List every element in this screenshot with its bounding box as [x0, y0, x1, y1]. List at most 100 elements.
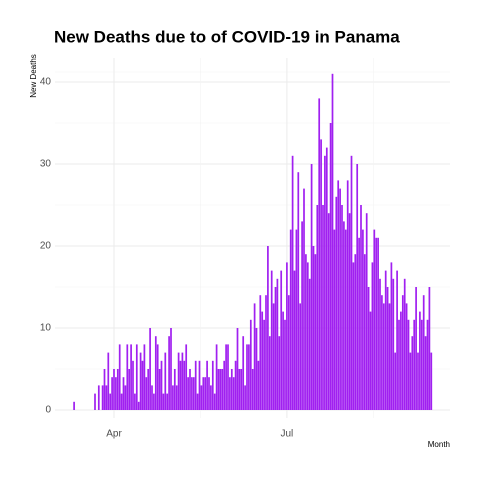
bar [375, 237, 378, 410]
bar [343, 221, 345, 410]
bar [422, 295, 425, 410]
bar [301, 221, 303, 410]
x-axis-label: Month [428, 440, 450, 449]
bar [314, 254, 317, 410]
bar [141, 360, 144, 410]
bar [312, 246, 315, 410]
bar [377, 237, 379, 410]
bar [291, 155, 294, 410]
bar [356, 164, 359, 410]
bar [185, 344, 188, 410]
bar [280, 270, 283, 410]
bar [417, 352, 419, 410]
bar [299, 303, 302, 410]
bar [118, 344, 121, 410]
bar [115, 377, 117, 410]
bar [341, 205, 343, 410]
bar [113, 369, 115, 410]
bar [143, 344, 146, 410]
bar [253, 303, 256, 410]
bar [168, 336, 170, 410]
bar [202, 377, 205, 410]
y-tick-label: 0 [45, 405, 51, 416]
bar [242, 336, 245, 410]
bar [282, 311, 284, 410]
bar [177, 352, 180, 410]
bar [215, 344, 218, 410]
bar [384, 270, 387, 410]
bar [362, 229, 364, 410]
bar [318, 98, 321, 411]
bar [310, 164, 313, 410]
bar [219, 369, 222, 410]
bar [369, 311, 372, 410]
bar [255, 328, 258, 410]
bar [394, 352, 397, 410]
bar [227, 344, 229, 410]
bar [162, 393, 165, 410]
bar [246, 344, 248, 410]
bar [263, 319, 265, 410]
bar [316, 205, 319, 410]
bar [204, 377, 207, 410]
bar [213, 393, 216, 410]
bar [295, 229, 298, 410]
bar [415, 287, 417, 410]
bar [132, 360, 134, 410]
bar [365, 213, 368, 410]
bar [128, 369, 131, 410]
bar [379, 278, 381, 410]
bar [392, 278, 395, 410]
bar [124, 385, 127, 410]
bar [225, 344, 227, 410]
bar [244, 385, 246, 410]
bar [388, 303, 391, 410]
bar [251, 369, 254, 410]
bar [320, 139, 322, 410]
bar [411, 336, 414, 410]
bar [352, 262, 355, 410]
bar [175, 385, 178, 410]
bar [287, 295, 290, 410]
bar [135, 344, 138, 410]
bar [198, 360, 201, 410]
bar [329, 123, 332, 410]
bar [331, 73, 334, 411]
bar [97, 385, 100, 410]
bars [73, 73, 433, 411]
bar [147, 369, 150, 410]
bar [346, 180, 349, 410]
bar [381, 295, 383, 410]
bar [189, 369, 191, 410]
bar [232, 377, 235, 410]
bar [354, 254, 357, 410]
bar [324, 155, 326, 410]
bar [358, 237, 360, 410]
bar [396, 270, 398, 410]
bar [409, 352, 412, 410]
bar [270, 270, 273, 410]
bar [286, 262, 288, 410]
bar [210, 385, 212, 410]
bar [181, 352, 184, 410]
bar [305, 254, 307, 410]
bar [401, 295, 404, 410]
chart-title: New Deaths due to of COVID-19 in Panama [54, 27, 400, 46]
bar [265, 295, 267, 410]
bar [94, 393, 96, 410]
bar [154, 336, 157, 410]
bar [373, 229, 376, 410]
bar [306, 262, 309, 410]
grid [55, 58, 450, 418]
bar [217, 369, 220, 410]
bar [407, 319, 410, 410]
bar [137, 401, 140, 410]
y-tick-label: 40 [40, 77, 52, 88]
bar [179, 360, 182, 410]
bar [403, 278, 406, 410]
bar [382, 303, 385, 410]
bar [187, 377, 189, 410]
bar [183, 360, 186, 410]
bar [284, 319, 286, 410]
bar [109, 393, 112, 410]
